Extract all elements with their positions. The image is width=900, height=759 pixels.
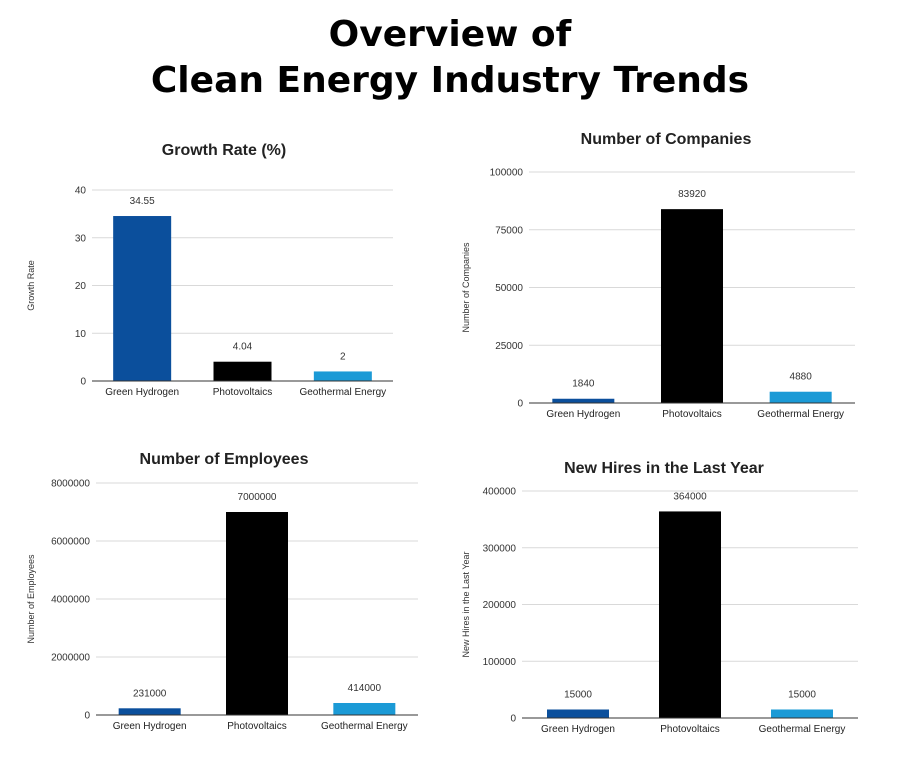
x-category-label: Photovoltaics [227, 721, 286, 732]
data-label: 2 [340, 351, 346, 362]
y-tick-label: 4000000 [51, 595, 90, 606]
data-label: 83920 [678, 189, 706, 200]
x-category-label: Photovoltaics [213, 387, 272, 398]
data-label: 1840 [572, 379, 595, 390]
bar [547, 709, 609, 718]
y-tick-label: 10 [75, 329, 87, 340]
x-category-label: Green Hydrogen [105, 387, 179, 398]
x-category-label: Photovoltaics [660, 724, 719, 735]
chart-title: Number of Companies [581, 131, 752, 148]
x-category-label: Green Hydrogen [546, 409, 620, 420]
bar [113, 216, 172, 381]
y-tick-label: 0 [84, 711, 90, 722]
y-tick-label: 8000000 [51, 479, 90, 490]
data-label: 4.04 [233, 342, 253, 353]
y-tick-label: 0 [510, 714, 516, 725]
bar [313, 371, 372, 381]
x-category-label: Geothermal Energy [299, 387, 386, 398]
y-tick-label: 0 [517, 399, 523, 410]
data-label: 231000 [133, 688, 167, 699]
bar [769, 391, 832, 403]
y-axis-title: New Hires in the Last Year [461, 551, 471, 657]
bar [213, 361, 272, 381]
y-tick-label: 25000 [495, 341, 523, 352]
bar [661, 209, 723, 403]
y-tick-label: 6000000 [51, 537, 90, 548]
y-tick-label: 30 [75, 233, 87, 244]
chart-title: Number of Employees [140, 451, 309, 468]
data-label: 15000 [564, 689, 592, 700]
y-tick-label: 400000 [483, 487, 517, 498]
y-tick-label: 75000 [495, 225, 523, 236]
page-title-line-1: Overview of [328, 14, 572, 55]
y-tick-label: 2000000 [51, 653, 90, 664]
bar [333, 702, 396, 715]
data-label: 34.55 [130, 196, 155, 207]
x-category-label: Geothermal Energy [759, 724, 846, 735]
y-tick-label: 20 [75, 281, 87, 292]
page-title: Overview of Clean Energy Industry Trends [0, 12, 900, 104]
data-label: 4880 [790, 372, 813, 383]
data-label: 7000000 [238, 492, 277, 503]
y-tick-label: 50000 [495, 283, 523, 294]
bar [659, 511, 721, 718]
y-axis-title: Number of Companies [461, 242, 471, 333]
x-category-label: Green Hydrogen [541, 724, 615, 735]
data-label: 364000 [673, 491, 707, 502]
data-label: 414000 [348, 683, 382, 694]
data-label: 15000 [788, 689, 816, 700]
y-tick-label: 0 [80, 377, 86, 388]
page-title-line-2: Clean Energy Industry Trends [150, 60, 750, 101]
y-tick-label: 40 [75, 186, 87, 197]
chart-title: Growth Rate (%) [162, 142, 286, 159]
y-tick-label: 100000 [490, 168, 524, 179]
y-tick-label: 300000 [483, 543, 517, 554]
y-tick-label: 100000 [483, 657, 517, 668]
bar [226, 512, 288, 715]
x-category-label: Geothermal Energy [757, 409, 844, 420]
y-tick-label: 200000 [483, 600, 517, 611]
x-category-label: Green Hydrogen [113, 721, 187, 732]
bar [552, 398, 615, 403]
y-axis-title: Growth Rate [26, 260, 36, 311]
x-category-label: Photovoltaics [662, 409, 721, 420]
bar [771, 709, 833, 718]
x-category-label: Geothermal Energy [321, 721, 408, 732]
bar [118, 708, 181, 715]
y-axis-title: Number of Employees [26, 554, 36, 644]
chart-title: New Hires in the Last Year [564, 460, 764, 477]
